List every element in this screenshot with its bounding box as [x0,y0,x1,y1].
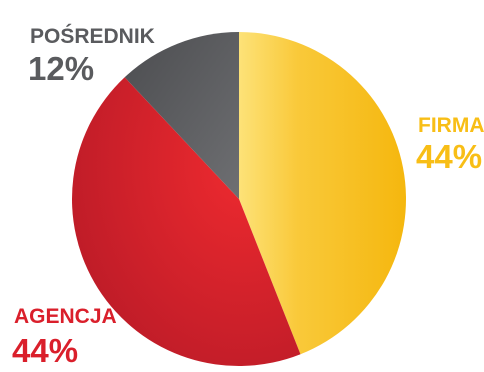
slice-value-firma: 44% [416,138,482,175]
slice-value-posrednik: 12% [28,50,94,87]
slice-label-firma: FIRMA [418,114,484,137]
slice-label-posrednik: POŚREDNIK [30,24,155,48]
pie-slice-firma [239,32,406,355]
slice-value-agencja: 44% [12,332,78,369]
pie-slice-posrednik [124,32,239,199]
pie-slice-agencja [71,77,301,366]
slice-label-agencja: AGENCJA [14,305,117,328]
